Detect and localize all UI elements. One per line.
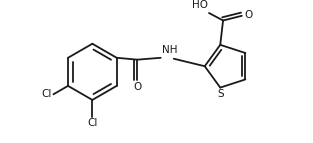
Text: NH: NH xyxy=(162,45,177,55)
Text: O: O xyxy=(133,82,141,92)
Text: Cl: Cl xyxy=(87,118,98,128)
Text: O: O xyxy=(244,10,253,20)
Text: S: S xyxy=(217,89,223,99)
Text: Cl: Cl xyxy=(41,89,52,99)
Text: HO: HO xyxy=(192,0,208,10)
